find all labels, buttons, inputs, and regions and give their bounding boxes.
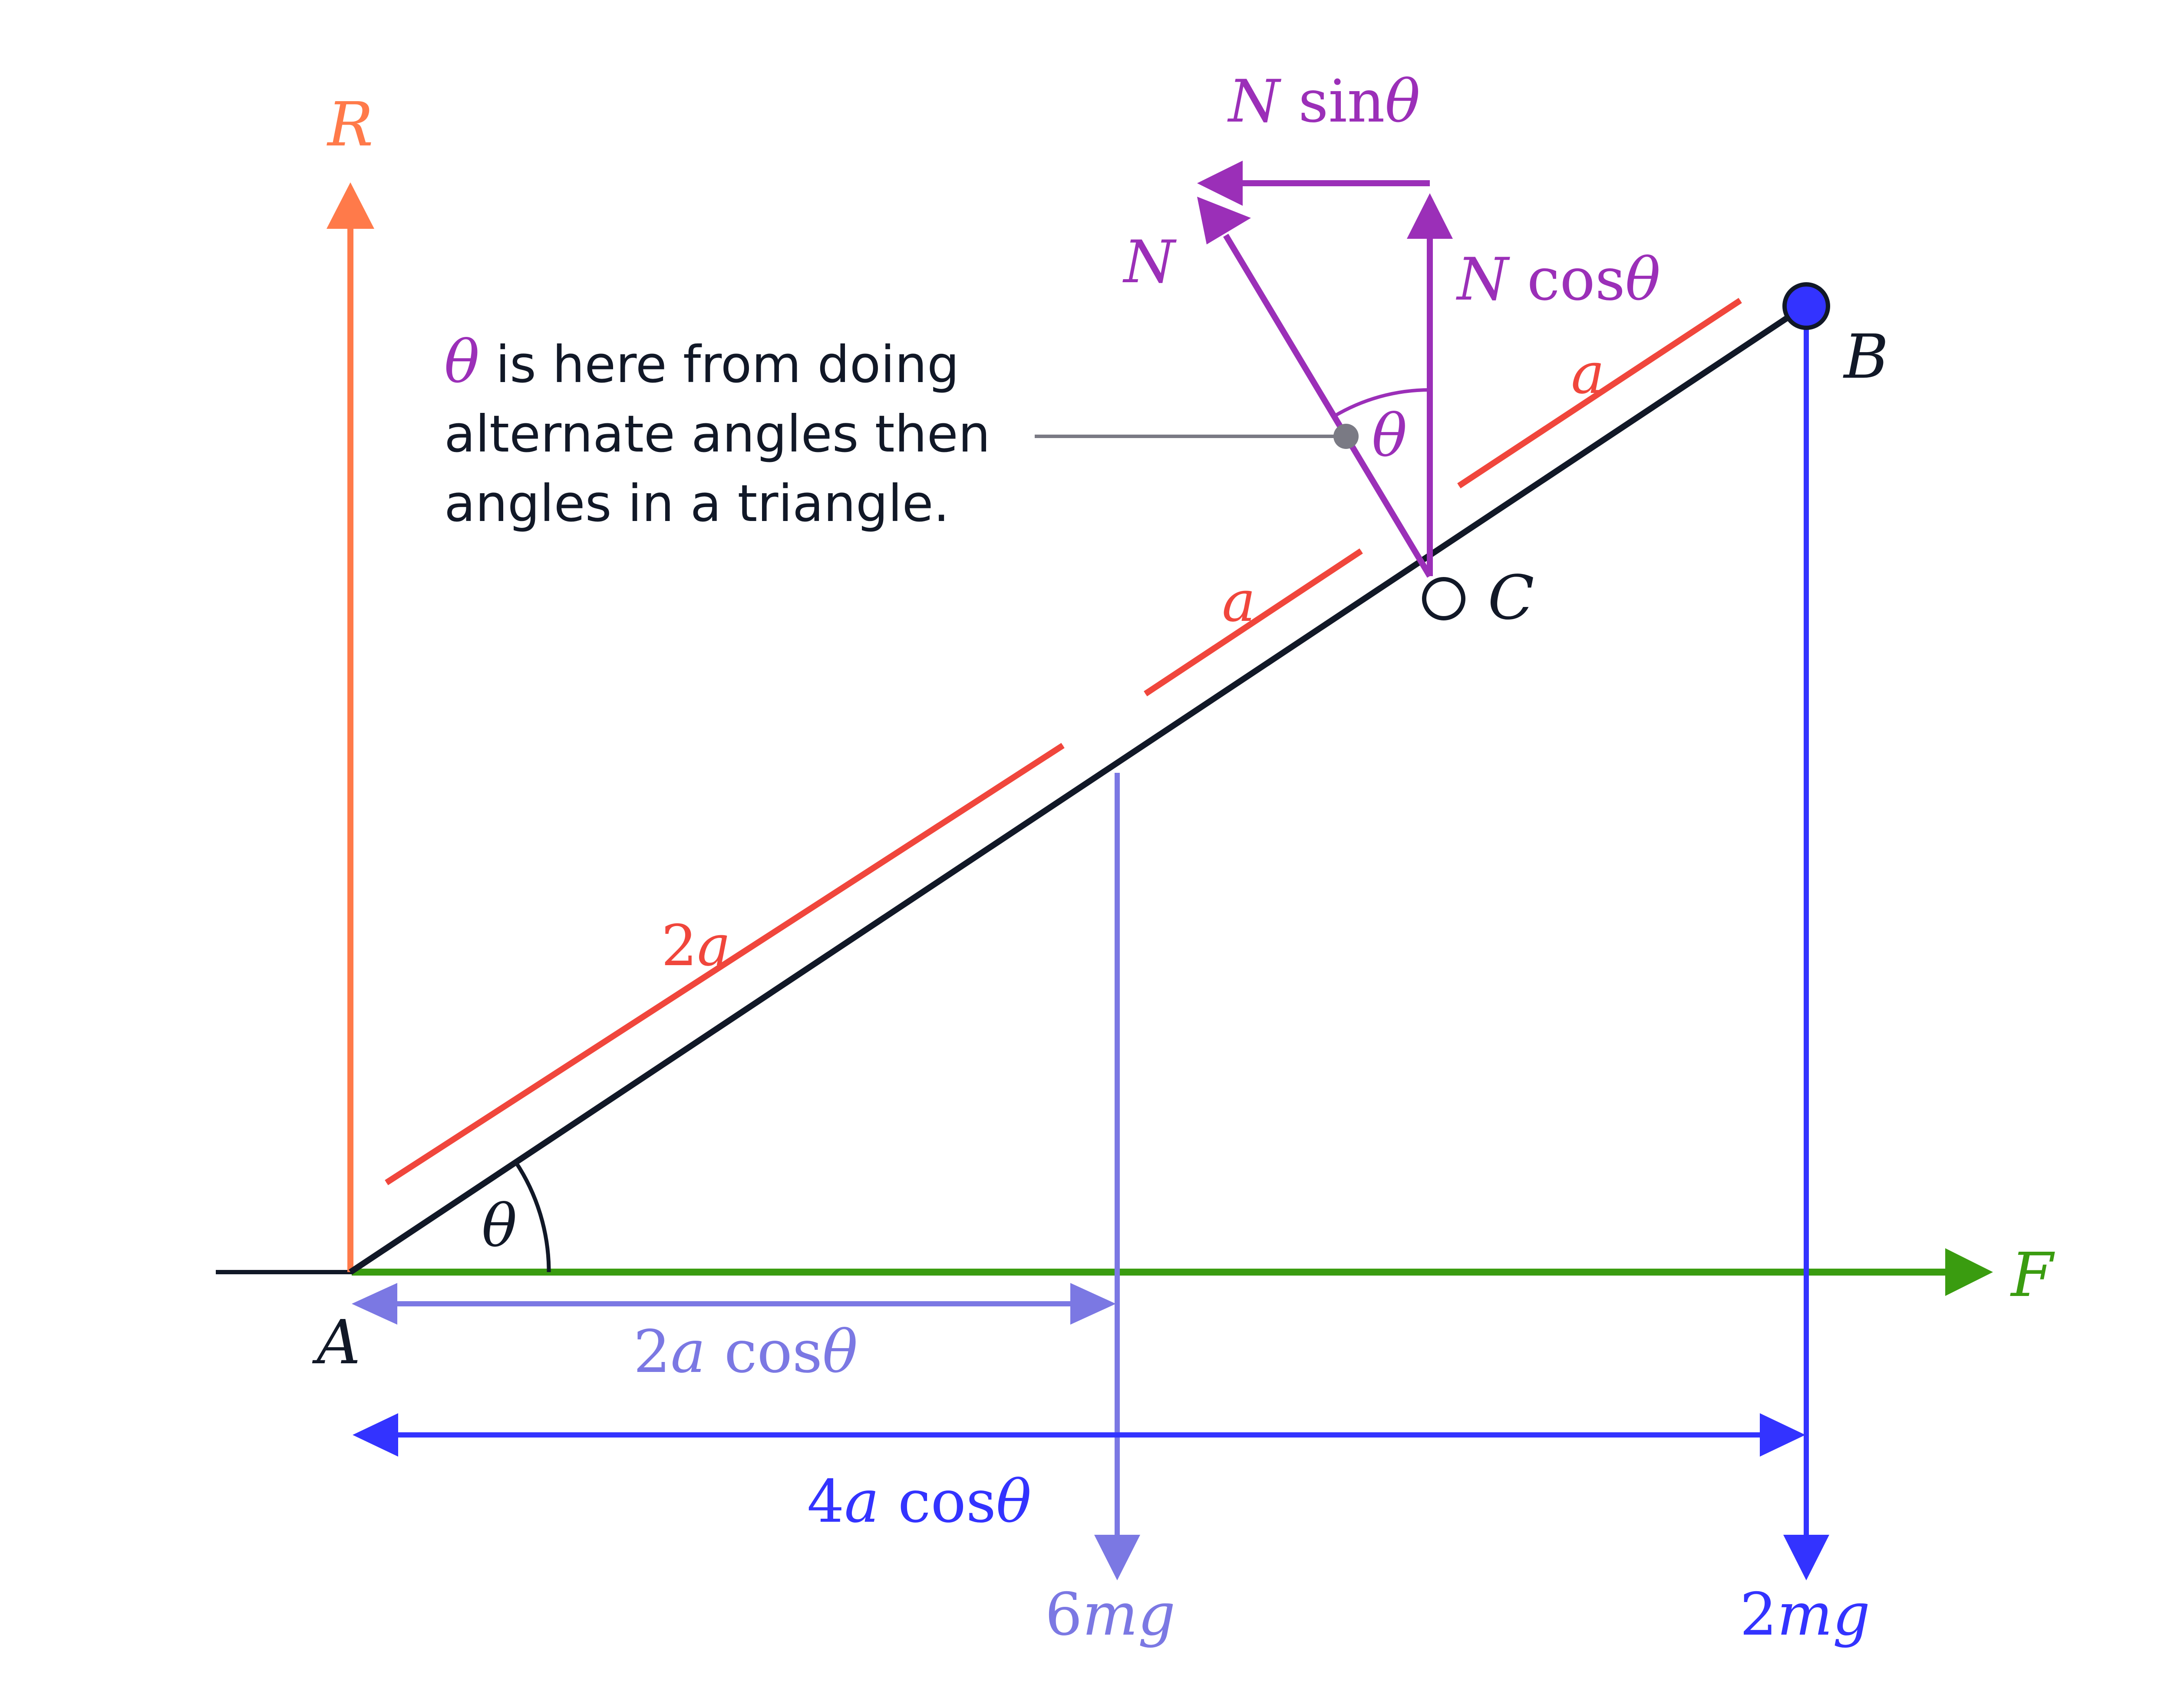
ladder-rod xyxy=(349,303,1808,1275)
normal-reaction-arrow-N xyxy=(1197,197,1433,578)
note-line-3: angles in a triangle. xyxy=(444,474,950,533)
label-N-cos-theta: N cosθ xyxy=(1456,245,1661,313)
point-B-circle xyxy=(1782,282,1830,330)
length-arrow-a-middle xyxy=(1144,548,1363,696)
distance-2a-cos-theta xyxy=(352,1283,1116,1325)
distance-4a-cos-theta xyxy=(353,1413,1805,1457)
label-2a: 2a xyxy=(661,913,731,979)
explanation-note: θ is here from doing alternate angles th… xyxy=(444,328,990,533)
point-C-circle xyxy=(1422,577,1465,620)
label-C: C xyxy=(1488,563,1534,633)
label-theta-A: θ xyxy=(482,1192,517,1260)
label-R: R xyxy=(326,89,373,160)
label-a-upper: a xyxy=(1571,340,1605,406)
label-F: F xyxy=(2009,1240,2055,1311)
label-2mg: 2mg xyxy=(1740,1580,1870,1649)
length-arrow-2a xyxy=(385,743,1065,1185)
label-4a-cos-theta: 4a cosθ xyxy=(807,1467,1032,1536)
label-B: B xyxy=(1843,322,1889,392)
note-line-2: alternate angles then xyxy=(444,404,990,464)
weight-arrow-6mg xyxy=(1094,773,1140,1580)
friction-arrow-F xyxy=(352,1248,1993,1296)
reaction-arrow-R xyxy=(327,182,374,1272)
label-A: A xyxy=(312,1307,360,1378)
component-arrow-N-cos xyxy=(1407,193,1453,576)
label-2a-cos-theta: 2a cosθ xyxy=(633,1318,858,1386)
note-line-1: θ is here from doing xyxy=(444,328,959,396)
label-theta-N: θ xyxy=(1372,402,1407,470)
angle-arc-A xyxy=(514,1161,551,1273)
length-arrow-a-upper xyxy=(1457,298,1742,488)
angle-arc-N xyxy=(1333,388,1430,418)
label-N-sin-theta: N sinθ xyxy=(1227,67,1420,135)
component-arrow-N-sin xyxy=(1197,161,1430,206)
note-leader-line xyxy=(1035,424,1359,449)
label-N: N xyxy=(1122,228,1177,296)
label-6mg: 6mg xyxy=(1045,1580,1175,1649)
label-a-middle: a xyxy=(1222,568,1256,634)
weight-arrow-2mg xyxy=(1783,313,1829,1580)
